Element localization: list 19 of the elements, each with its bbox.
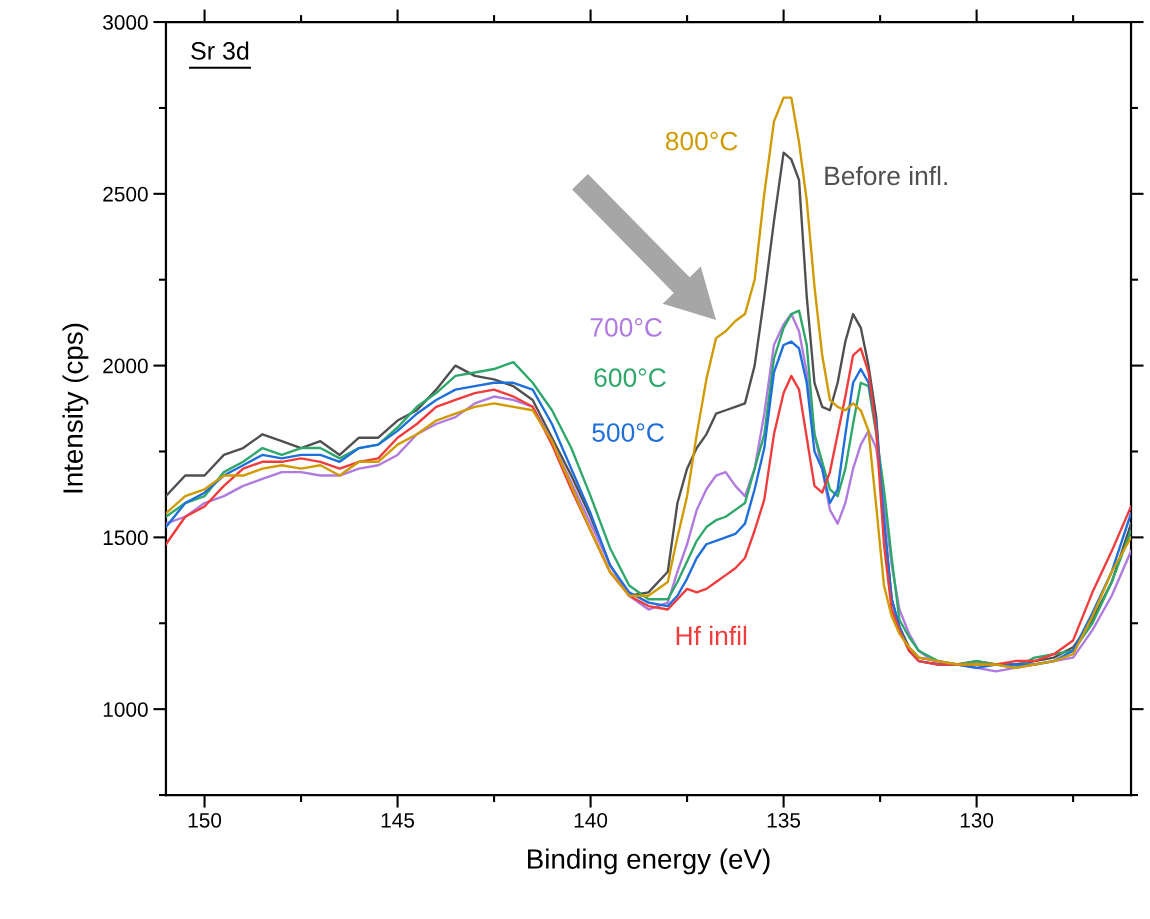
annotation: Sr 3d (191, 41, 249, 60)
series-label: Hf infil (676, 625, 747, 645)
x-axis-title: Binding energy (eV) (528, 848, 770, 875)
series-label: 800°C (665, 131, 738, 151)
y-tick-label: 1000 (103, 702, 148, 717)
text: 700°C (590, 318, 662, 337)
x-tick-label: 150 (188, 812, 222, 828)
y-axis-title: Intensity (cps) (62, 323, 89, 493)
x-tick-label: 140 (574, 812, 608, 828)
y-tick-label: 3000 (103, 15, 148, 30)
x-tick-label: 135 (767, 812, 801, 828)
x-tick-label: 130 (960, 812, 994, 828)
series-label: Before infl. (825, 165, 947, 186)
series-label: 500°C (592, 423, 664, 442)
y-tick-label: 1500 (103, 530, 148, 546)
x-tick-label: 145 (381, 813, 415, 828)
series-label: 600°C (594, 368, 666, 388)
y-tick-label: 2000 (103, 358, 148, 374)
y-tick-label: 2500 (103, 186, 148, 202)
